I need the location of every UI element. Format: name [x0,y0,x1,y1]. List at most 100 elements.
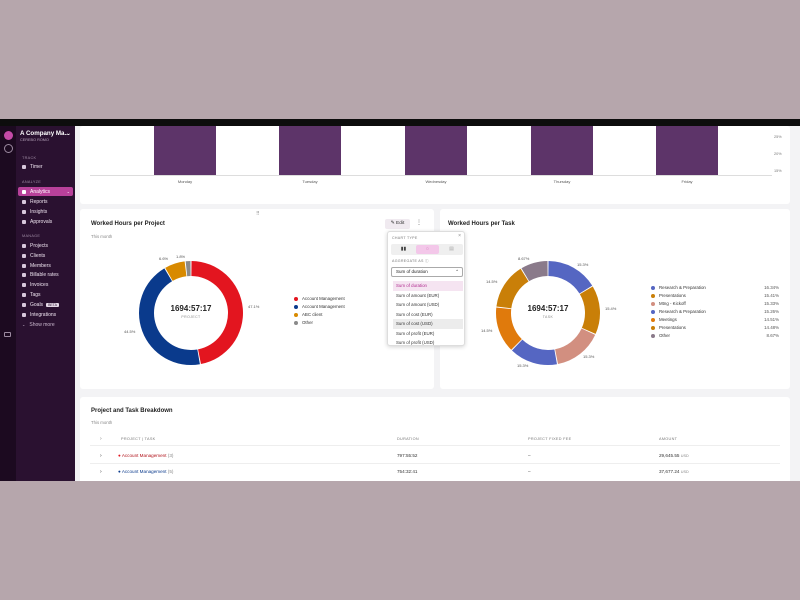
chevron-down-icon[interactable]: ⌄ [66,131,72,137]
expand-all-icon[interactable]: › [100,436,102,442]
donut-slice[interactable] [555,328,596,365]
clients-icon [22,253,26,258]
legend-label: Presentations [659,293,686,298]
legend-item[interactable]: Presentations [651,293,686,298]
aggregate-selected-value: Sum of duration [396,269,428,274]
column-header[interactable]: DURATION [397,437,419,441]
bar-wednesday[interactable] [405,126,467,175]
legend-item[interactable]: Other [651,333,670,338]
donut-slice[interactable] [185,261,191,277]
donut-slice[interactable] [521,261,548,282]
slice-label: 15.4% [605,306,617,311]
chart-baseline [90,175,772,176]
legend-value: 8.67% [766,333,779,338]
legend-item[interactable]: Presentations [651,325,686,330]
sidebar-item-label: Clients [30,252,46,259]
sidebar-item-members[interactable]: Members [18,261,73,270]
legend-value: 15.33% [764,301,779,306]
legend-item[interactable]: Account Management [294,304,345,309]
bar-monday[interactable] [154,126,216,175]
sidebar-show-more[interactable]: ⌄ Show more [18,320,73,329]
sidebar-item-clients[interactable]: Clients [18,251,73,260]
drag-handle-icon[interactable]: ⠿ [256,211,260,217]
collapse-sidebar-icon[interactable] [4,332,11,337]
sidebar-item-timer[interactable]: Timer [18,162,73,171]
donut-slice[interactable] [165,261,187,281]
legend-dot [294,296,298,301]
table-chart-type-button[interactable]: ▤ [449,246,454,252]
legend-item[interactable]: Research & Preparation [651,309,706,314]
day-label: Thursday [553,179,571,184]
aggregate-option[interactable]: Sum of cost (USD) [393,319,463,329]
legend-value: 14.51% [764,317,779,322]
app-logo-icon[interactable] [4,131,13,140]
legend-dot [651,317,655,322]
aggregate-option[interactable]: Sum of duration [393,281,463,291]
bar-chart-type-button[interactable]: ▮▮ [400,246,407,252]
aggregate-select[interactable]: Sum of duration ⌃ [391,267,463,277]
chart-type-label: CHART TYPE [392,236,418,240]
row-amount: 37,677.24 USD [659,469,689,474]
legend-item[interactable]: Mtng - Kickoff [651,301,686,306]
legend-dot [294,304,298,309]
donut-slice[interactable] [579,286,600,334]
table-row-project[interactable]: ● Account Management (5) [118,469,174,474]
slice-label: 8.67% [518,256,530,261]
more-options-icon[interactable]: ⋮ [416,220,422,226]
top-bar [0,119,800,126]
expand-row-icon[interactable]: › [100,469,102,475]
legend-item[interactable]: ABC client [294,312,323,317]
bar-friday[interactable] [656,126,718,175]
sidebar-item-projects[interactable]: Projects [18,241,73,250]
project-donut-card [80,209,434,389]
edit-label: Edit [396,221,405,226]
sidebar-item-label: Goals [30,301,44,308]
sidebar-item-approvals[interactable]: Approvals [18,217,73,226]
breakdown-subtitle: This month [91,420,113,425]
donut-slice[interactable] [496,268,529,309]
sidebar-item-invoices[interactable]: Invoices [18,280,73,289]
aggregate-option[interactable]: Sum of cost (EUR) [396,311,433,317]
sidebar-item-integrations[interactable]: Integrations [18,310,73,319]
projects-icon [22,243,26,248]
table-row-project[interactable]: ● Account Management (3) [118,453,174,458]
sidebar-item-billable-rates[interactable]: Billable rates [18,270,73,279]
sidebar-item-goals[interactable]: Goals BETA [18,300,73,309]
legend-label: Account Management [302,296,345,301]
sidebar-item-tags[interactable]: Tags [18,290,73,299]
legend-item[interactable]: Account Management [294,296,345,301]
workspace-name[interactable]: A Company Ma... [20,130,70,137]
legend-label: Mtng - Kickoff [659,301,686,306]
close-icon[interactable]: × [458,233,461,239]
legend-item[interactable]: Meetings [651,317,677,322]
sidebar-item-analytics[interactable]: Analytics ⌄ [18,187,73,196]
section-analyze: ANALYZE [22,180,42,184]
legend-item[interactable]: Research & Preparation [651,285,706,290]
legend-item[interactable]: Other [294,320,313,325]
column-header[interactable]: AMOUNT [659,437,678,441]
legend-dot [651,285,655,290]
column-header[interactable]: PROJECT | TASK [121,437,156,441]
donut-slice[interactable] [496,307,522,350]
bar-tuesday[interactable] [279,126,341,175]
expand-row-icon[interactable]: › [100,453,102,459]
donut-slice[interactable] [511,339,557,365]
sidebar-item-insights[interactable]: Insights [18,207,73,216]
settings-icon[interactable] [4,144,13,153]
aggregate-option[interactable]: Sum of profit (USD) [396,340,435,345]
chevron-up-icon: ⌃ [455,269,459,274]
donut-chart-type-button[interactable]: ◌ [416,245,439,254]
donut-slice[interactable] [191,261,244,365]
donut-slice[interactable] [138,268,200,365]
divider [90,445,780,446]
aggregate-option[interactable]: Sum of amount (USD) [396,302,440,307]
analytics-icon [22,189,26,194]
aggregate-option[interactable]: Sum of amount (EUR) [396,292,440,298]
donut-slice[interactable] [548,261,593,294]
pencil-icon: ✎ [390,221,397,226]
bar-thursday[interactable] [531,126,593,175]
edit-chart-button[interactable]: ✎ Edit [385,219,410,229]
sidebar-item-reports[interactable]: Reports [18,197,73,206]
column-header[interactable]: PROJECT FIXED FEE [528,437,572,441]
aggregate-option[interactable]: Sum of profit (EUR) [396,330,435,336]
